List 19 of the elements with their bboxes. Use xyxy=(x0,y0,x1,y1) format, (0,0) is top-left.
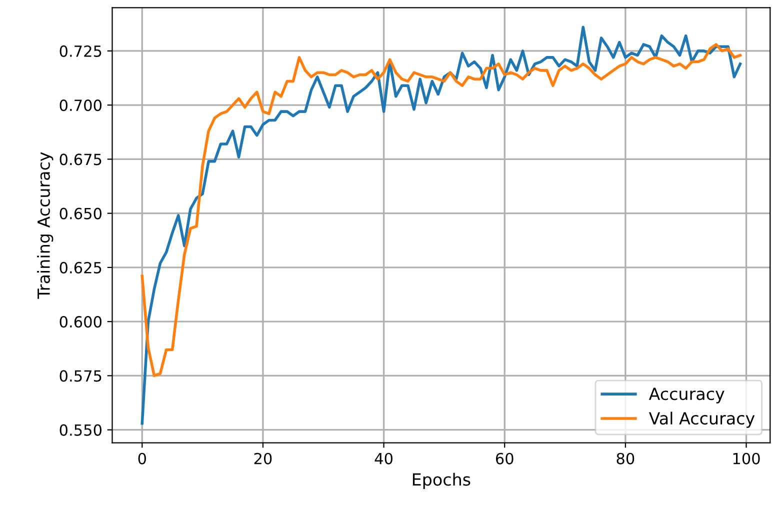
y-tick-label: 0.650 xyxy=(60,208,102,220)
x-tick-label: 60 xyxy=(496,452,514,464)
x-tick-label: 0 xyxy=(138,452,146,464)
y-tick-label: 0.600 xyxy=(60,316,102,328)
y-tick-label: 0.700 xyxy=(60,100,102,112)
line-series xyxy=(140,43,742,378)
y-tick-label: 0.550 xyxy=(60,424,102,436)
x-tick-label: 20 xyxy=(254,452,272,464)
y-tick-label: 0.575 xyxy=(60,370,102,382)
x-axis-title: Epochs xyxy=(412,472,470,490)
x-tick-label: 40 xyxy=(374,452,392,464)
y-axis-title: Training Accuracy xyxy=(37,152,54,299)
x-tick-label: 100 xyxy=(733,452,760,464)
y-tick-label: 0.675 xyxy=(60,154,102,166)
legend-label: Accuracy xyxy=(648,388,724,404)
y-tick-label: 0.725 xyxy=(60,45,102,57)
y-tick-label: 0.625 xyxy=(60,262,102,274)
legend-label: Val Accuracy xyxy=(648,412,755,428)
x-tick-label: 80 xyxy=(616,452,634,464)
